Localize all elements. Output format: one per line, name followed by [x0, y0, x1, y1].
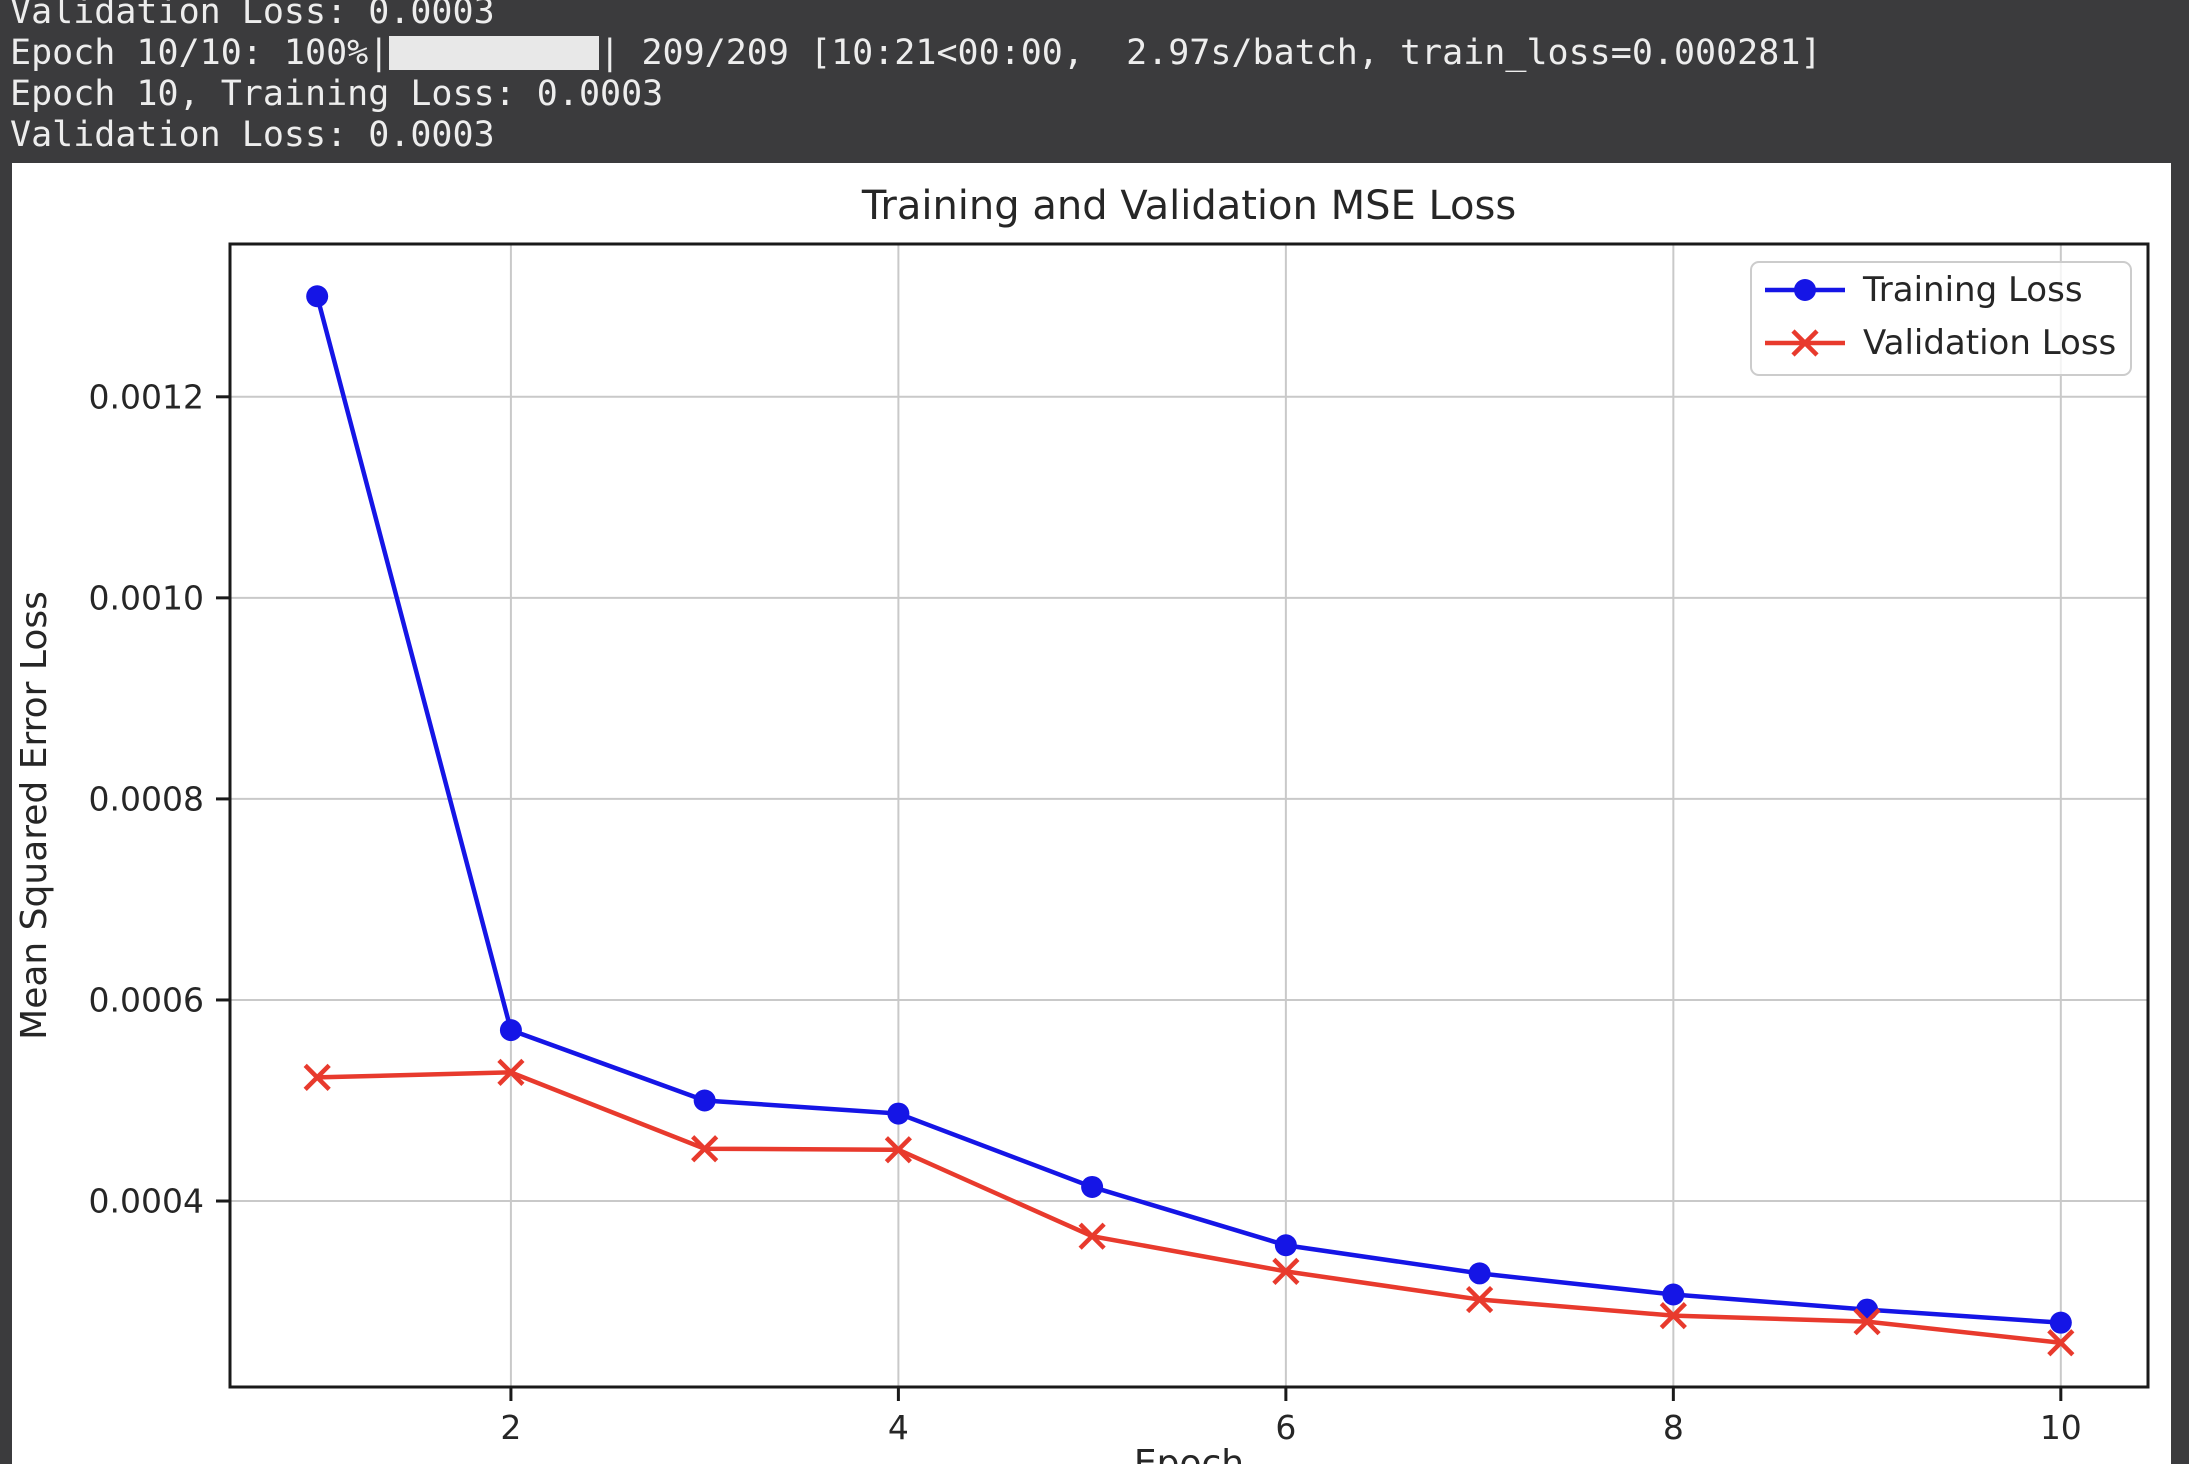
data-point-marker	[887, 1102, 910, 1125]
data-point-marker	[1078, 1222, 1106, 1250]
series-line-training-loss	[315, 295, 2061, 1325]
y-axis-label: Mean Squared Error Loss	[14, 591, 55, 1040]
data-point-marker	[1466, 1285, 1494, 1314]
data-point-marker	[2047, 1329, 2075, 1357]
data-point-marker	[691, 1135, 719, 1163]
data-point-marker	[884, 1136, 912, 1164]
loss-chart: 2 4 6 8 10 0.0004 0.0006 0.0008 0.0010 0.0012 Trai…	[14, 183, 2150, 1464]
data-point-marker	[693, 1089, 716, 1112]
legend-sample-marker	[1791, 329, 1819, 357]
legend-label: Validation Loss	[1863, 323, 2116, 363]
data-point-marker	[1272, 1257, 1300, 1285]
data-point-marker	[2049, 1311, 2072, 1334]
progress-bar	[389, 36, 600, 70]
data-point-marker	[1853, 1308, 1881, 1336]
terminal-line-validation-loss-prev: Validation Loss: 0.0003	[10, 0, 495, 32]
data-point-marker	[1274, 1234, 1297, 1257]
data-point-marker	[1662, 1283, 1685, 1306]
x-tick-label: 8	[1663, 1408, 1684, 1447]
x-tick-label: 2	[500, 1408, 521, 1447]
progress-prefix: Epoch 10/10: 100%|	[10, 33, 390, 73]
x-axis-label: Epoch	[1134, 1443, 1244, 1464]
data-point-marker	[499, 1019, 522, 1042]
x-tick-label: 6	[1275, 1408, 1296, 1447]
legend-label: Training Loss	[1862, 270, 2083, 310]
axes-spines	[228, 242, 2150, 1389]
y-tick-label: 0.0010	[89, 578, 204, 617]
x-tick-label: 4	[888, 1408, 909, 1447]
data-point-marker	[1468, 1262, 1491, 1285]
terminal-line-validation-loss: Validation Loss: 0.0003	[10, 115, 495, 155]
terminal-output: Validation Loss: 0.0003 Epoch 10/10: 100…	[0, 0, 2189, 163]
data-point-marker	[303, 1063, 331, 1091]
data-point-marker	[1081, 1175, 1104, 1198]
y-tick-label: 0.0006	[89, 980, 204, 1019]
chart-title: Training and Validation MSE Loss	[861, 183, 1516, 229]
x-tick-label: 10	[2040, 1408, 2082, 1447]
terminal-line-training-loss: Epoch 10, Training Loss: 0.0003	[10, 74, 664, 114]
data-point-marker	[497, 1058, 525, 1086]
data-point-marker	[1659, 1302, 1687, 1330]
legend-sample-marker	[1794, 279, 1816, 301]
data-point-marker	[306, 285, 329, 308]
terminal-line-progress: Epoch 10/10: 100%| | 209/209 [10:21<00:00…	[10, 33, 2189, 74]
data-point-marker	[1856, 1298, 1879, 1321]
series-line-validation-loss	[317, 1070, 2062, 1346]
progress-suffix: | 209/209 [10:21<00:00, 2.97s/batch, tra…	[599, 33, 1822, 73]
matplotlib-figure: 2 4 6 8 10 0.0004 0.0006 0.0008 0.0010 0.0012 Trai…	[12, 163, 2171, 1464]
y-tick-label: 0.0012	[89, 377, 204, 416]
y-tick-label: 0.0004	[89, 1182, 204, 1221]
legend-box	[1750, 261, 2132, 376]
y-tick-label: 0.0008	[89, 779, 204, 818]
